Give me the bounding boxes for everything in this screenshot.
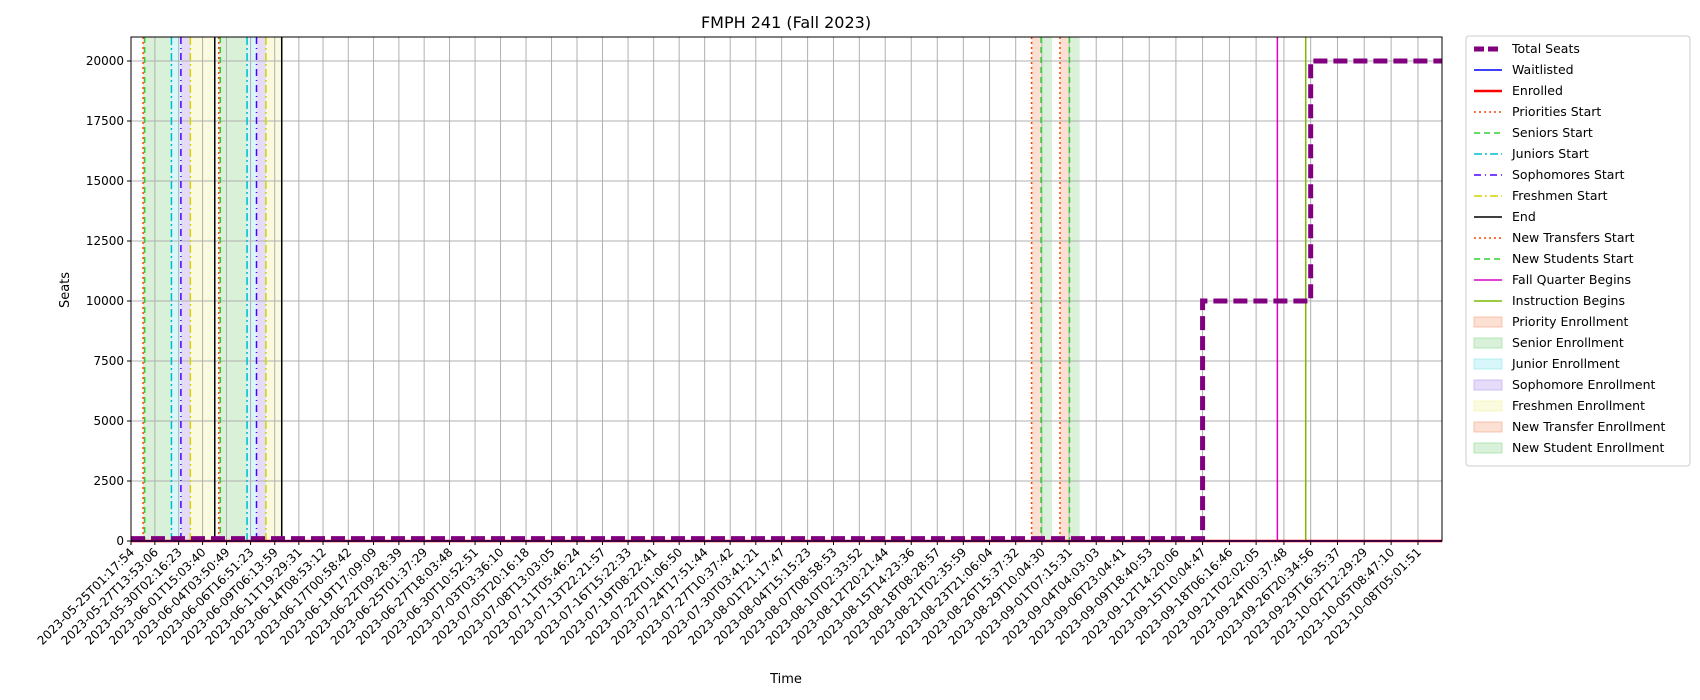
y-axis-label: Seats: [58, 272, 73, 308]
event-lines: [142, 37, 1307, 541]
span-band: [171, 37, 181, 541]
legend-label: Instruction Begins: [1512, 293, 1625, 308]
enrollment-spans: [143, 37, 1080, 541]
span-band: [1041, 37, 1053, 541]
legend-swatch: [1473, 337, 1503, 349]
legend-swatch: [1473, 421, 1503, 433]
legend-swatch: [1473, 379, 1503, 391]
y-tick-label: 2500: [93, 474, 124, 488]
legend-label: Sophomores Start: [1512, 167, 1625, 182]
y-tick-label: 10000: [86, 294, 124, 308]
y-tick-label: 12500: [86, 234, 124, 248]
legend-label: Freshmen Start: [1512, 188, 1608, 203]
span-band: [265, 37, 282, 541]
span-band: [1069, 37, 1080, 541]
span-band: [144, 37, 172, 541]
legend-label: Sophomore Enrollment: [1512, 377, 1656, 392]
legend-label: Senior Enrollment: [1512, 335, 1624, 350]
legend-label: Juniors Start: [1511, 146, 1589, 161]
legend-swatch: [1473, 442, 1503, 454]
legend-swatch: [1473, 400, 1503, 412]
span-band: [180, 37, 191, 541]
legend-label: New Student Enrollment: [1512, 440, 1664, 455]
legend-label: New Transfers Start: [1512, 230, 1635, 245]
legend-label: Total Seats: [1511, 41, 1580, 56]
span-band: [1059, 37, 1070, 541]
x-axis-label: Time: [769, 672, 802, 687]
span-band: [1031, 37, 1042, 541]
legend-label: Freshmen Enrollment: [1512, 398, 1645, 413]
legend-label: End: [1512, 209, 1536, 224]
y-tick-label: 5000: [93, 414, 124, 428]
grid-lines: [130, 37, 1442, 542]
plot-frame: [130, 36, 1443, 542]
legend-label: Waitlisted: [1512, 62, 1574, 77]
y-tick-label: 15000: [86, 174, 124, 188]
y-tick-label: 17500: [86, 114, 124, 128]
span-band: [247, 37, 257, 541]
y-axis-ticks: 0 2500 5000 7500 10000 12500 15000 17500 20000: [86, 54, 131, 548]
legend-swatch: [1473, 358, 1503, 370]
x-axis-ticks: 2023-05-25T01:17:542023-05-27T13:53:0620…: [35, 541, 1424, 648]
legend-label: Priorities Start: [1512, 104, 1601, 119]
y-tick-label: 0: [116, 534, 124, 548]
span-band: [143, 37, 145, 541]
legend-label: New Transfer Enrollment: [1512, 419, 1666, 434]
legend: Total Seats Waitlisted Enrolled Priorities …: [1465, 35, 1691, 467]
series-line: [131, 58, 1442, 542]
legend-label: Junior Enrollment: [1511, 356, 1620, 371]
legend-label: Priority Enrollment: [1512, 314, 1629, 329]
legend-label: Seniors Start: [1512, 125, 1593, 140]
legend-label: Enrolled: [1512, 83, 1563, 98]
span-band: [256, 37, 266, 541]
span-band: [218, 37, 221, 541]
chart-title: FMPH 241 (Fall 2023): [701, 13, 871, 32]
span-band: [220, 37, 248, 541]
y-tick-label: 7500: [93, 354, 124, 368]
y-tick-label: 20000: [86, 54, 124, 68]
legend-swatch: [1473, 316, 1503, 328]
legend-box: [1465, 35, 1691, 467]
legend-label: New Students Start: [1512, 251, 1634, 266]
legend-label: Fall Quarter Begins: [1512, 272, 1631, 287]
